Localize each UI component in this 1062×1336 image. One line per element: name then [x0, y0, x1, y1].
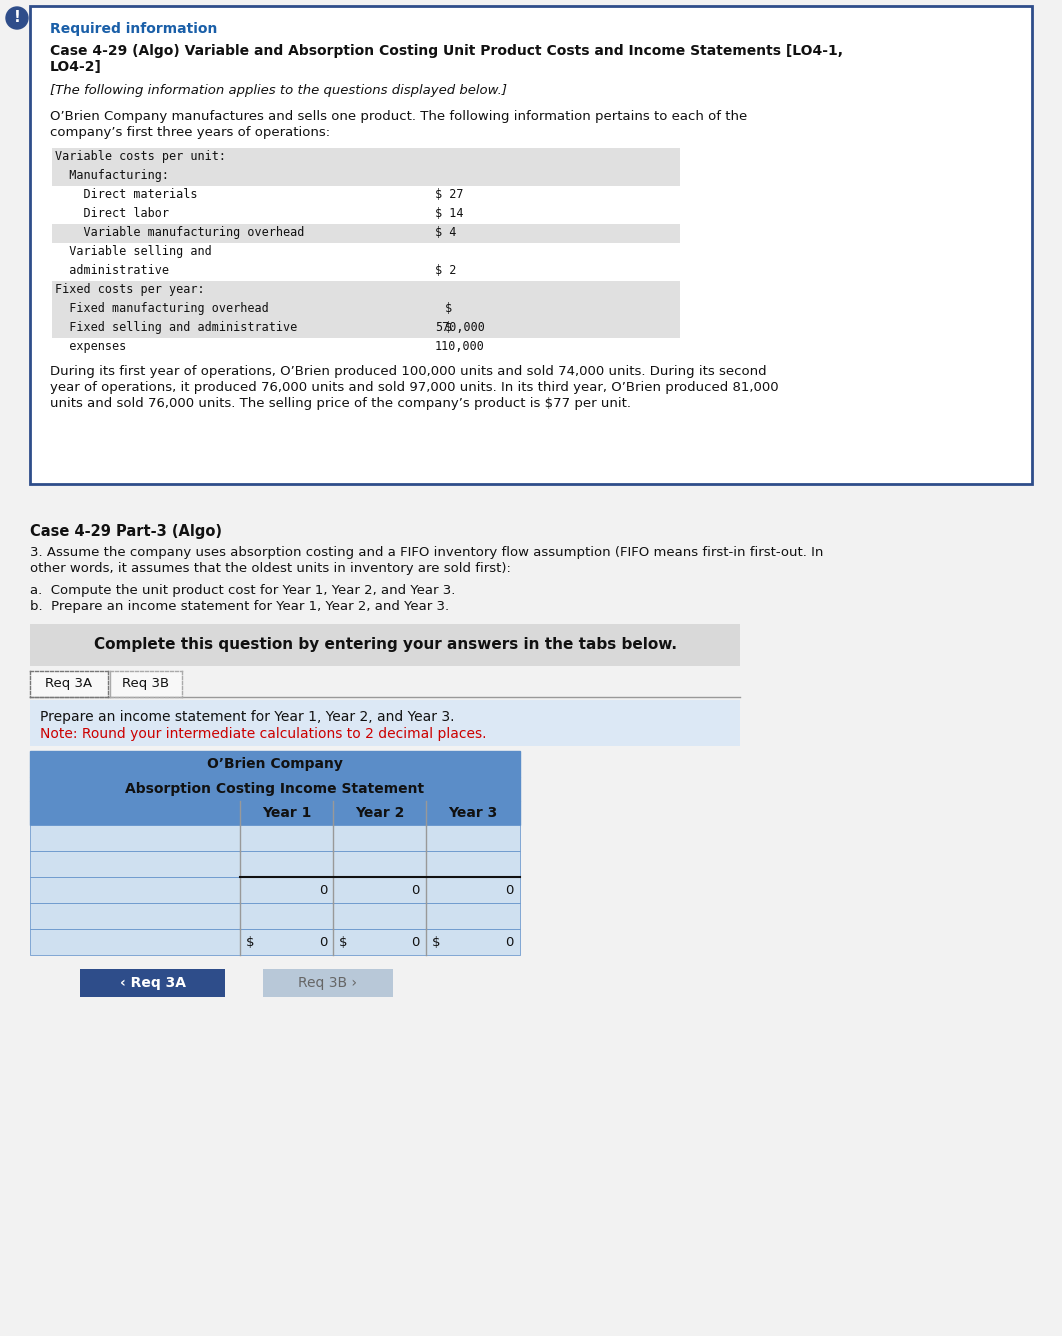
Text: $: $ — [339, 935, 347, 949]
Bar — [30, 5, 1032, 484]
Text: 0: 0 — [504, 883, 513, 896]
Text: Year 2: Year 2 — [355, 806, 405, 820]
Text: 570,000: 570,000 — [435, 321, 485, 334]
Text: Prepare an income statement for Year 1, Year 2, and Year 3.: Prepare an income statement for Year 1, … — [40, 709, 455, 724]
Text: $ 2: $ 2 — [435, 265, 457, 277]
Text: $: $ — [445, 302, 452, 315]
Bar — [52, 243, 680, 262]
Text: Manufacturing:: Manufacturing: — [55, 168, 169, 182]
Bar — [30, 778, 520, 802]
Text: Year 1: Year 1 — [262, 806, 311, 820]
Text: units and sold 76,000 units. The selling price of the company’s product is $77 p: units and sold 76,000 units. The selling… — [50, 397, 631, 410]
Bar — [30, 929, 520, 955]
Circle shape — [6, 7, 28, 29]
Text: Required information: Required information — [50, 21, 218, 36]
Text: ‹ Req 3A: ‹ Req 3A — [120, 977, 186, 990]
Text: 0: 0 — [319, 883, 327, 896]
Text: O’Brien Company manufactures and sells one product. The following information pe: O’Brien Company manufactures and sells o… — [50, 110, 748, 123]
Bar — [52, 167, 680, 186]
Text: company’s first three years of operations:: company’s first three years of operation… — [50, 126, 330, 139]
Text: Req 3B: Req 3B — [122, 677, 170, 691]
Text: expenses: expenses — [55, 339, 126, 353]
Text: Variable manufacturing overhead: Variable manufacturing overhead — [55, 226, 305, 239]
Bar — [52, 224, 680, 243]
Bar — [30, 624, 740, 667]
Text: $: $ — [445, 321, 452, 334]
Text: Req 3B ›: Req 3B › — [298, 977, 358, 990]
Text: other words, it assumes that the oldest units in inventory are sold first):: other words, it assumes that the oldest … — [30, 562, 511, 574]
Bar — [52, 319, 680, 338]
Text: !: ! — [14, 11, 20, 25]
Text: b.  Prepare an income statement for Year 1, Year 2, and Year 3.: b. Prepare an income statement for Year … — [30, 600, 449, 613]
Text: Year 3: Year 3 — [448, 806, 497, 820]
Text: 3. Assume the company uses absorption costing and a FIFO inventory flow assumpti: 3. Assume the company uses absorption co… — [30, 546, 823, 558]
Text: Req 3A: Req 3A — [46, 677, 92, 691]
Text: $ 4: $ 4 — [435, 226, 457, 239]
Text: Note: Round your intermediate calculations to 2 decimal places.: Note: Round your intermediate calculatio… — [40, 727, 486, 741]
Text: Direct materials: Direct materials — [55, 188, 198, 200]
Bar — [30, 876, 520, 903]
Bar — [263, 969, 393, 997]
Text: Fixed costs per year:: Fixed costs per year: — [55, 283, 205, 297]
Text: LO4-2]: LO4-2] — [50, 60, 102, 73]
Text: During its first year of operations, O’Brien produced 100,000 units and sold 74,: During its first year of operations, O’B… — [50, 365, 767, 378]
Text: Complete this question by entering your answers in the tabs below.: Complete this question by entering your … — [93, 637, 676, 652]
Bar — [80, 969, 225, 997]
Bar — [30, 671, 108, 697]
Bar — [52, 281, 680, 301]
Bar — [52, 338, 680, 357]
Bar — [30, 751, 520, 778]
Bar — [52, 262, 680, 281]
Text: Absorption Costing Income Statement: Absorption Costing Income Statement — [125, 782, 425, 796]
Text: Variable selling and: Variable selling and — [55, 244, 211, 258]
Text: $: $ — [432, 935, 441, 949]
Bar — [30, 903, 520, 929]
Bar — [52, 186, 680, 204]
Text: Case 4-29 Part-3 (Algo): Case 4-29 Part-3 (Algo) — [30, 524, 222, 538]
Text: year of operations, it produced 76,000 units and sold 97,000 units. In its third: year of operations, it produced 76,000 u… — [50, 381, 778, 394]
Text: 0: 0 — [319, 935, 327, 949]
Bar — [52, 148, 680, 167]
Text: 0: 0 — [504, 935, 513, 949]
Text: $ 27: $ 27 — [435, 188, 463, 200]
Bar — [52, 204, 680, 224]
Text: 0: 0 — [412, 883, 419, 896]
Text: $ 14: $ 14 — [435, 207, 463, 220]
Bar — [110, 671, 182, 697]
Text: 0: 0 — [412, 935, 419, 949]
Bar — [30, 700, 740, 745]
Text: Case 4-29 (Algo) Variable and Absorption Costing Unit Product Costs and Income S: Case 4-29 (Algo) Variable and Absorption… — [50, 44, 843, 57]
Bar — [30, 826, 520, 851]
Text: 110,000: 110,000 — [435, 339, 485, 353]
Bar — [52, 301, 680, 319]
Text: administrative: administrative — [55, 265, 169, 277]
Text: [The following information applies to the questions displayed below.]: [The following information applies to th… — [50, 84, 507, 98]
Bar — [30, 802, 520, 826]
Bar — [30, 851, 520, 876]
Text: Fixed manufacturing overhead: Fixed manufacturing overhead — [55, 302, 269, 315]
Text: Variable costs per unit:: Variable costs per unit: — [55, 150, 226, 163]
Text: Fixed selling and administrative: Fixed selling and administrative — [55, 321, 297, 334]
Text: a.  Compute the unit product cost for Year 1, Year 2, and Year 3.: a. Compute the unit product cost for Yea… — [30, 584, 456, 597]
Text: O’Brien Company: O’Brien Company — [207, 758, 343, 771]
Text: Direct labor: Direct labor — [55, 207, 169, 220]
Text: $: $ — [246, 935, 255, 949]
